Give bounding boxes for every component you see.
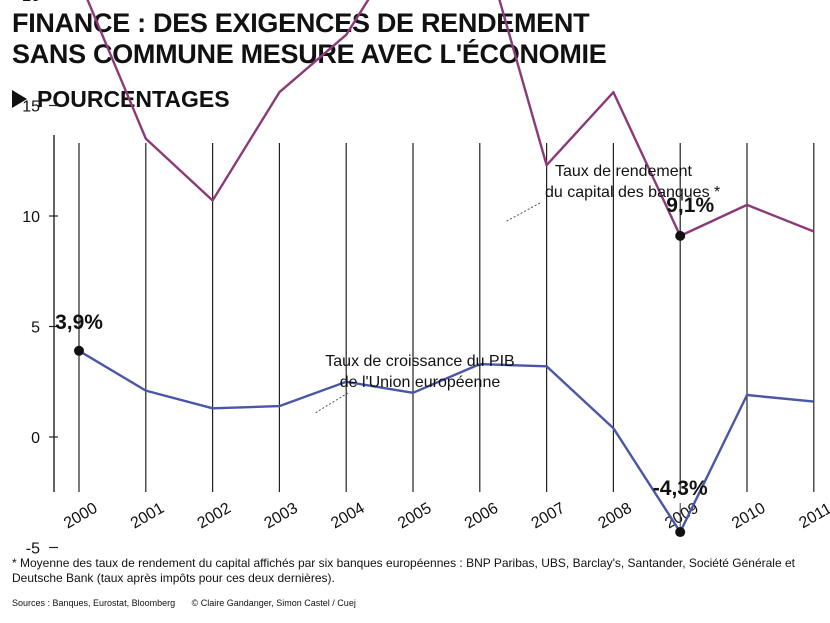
chart-title: FINANCE : DES EXIGENCES DE RENDEMENT SAN…: [12, 8, 607, 70]
x-tick-label: 2002: [195, 500, 234, 533]
bank-series-label: du capital des banques *: [545, 184, 720, 201]
x-tick-label: 2004: [328, 500, 367, 533]
y-tick-label: -5: [26, 541, 40, 558]
chart-title-line-1: FINANCE : DES EXIGENCES DE RENDEMENT: [12, 8, 590, 38]
x-tick-label: 2010: [729, 500, 768, 533]
x-tick-label: 2007: [529, 500, 568, 533]
bank-label-leader: [504, 202, 541, 223]
gdp-label-leader: [314, 392, 349, 414]
bank-return-line: [86, 0, 815, 238]
gdp-series-label: Taux de croissance du PIB: [325, 353, 514, 370]
sources-text: Sources : Banques, Eurostat, Bloomberg: [12, 598, 176, 608]
x-tick-label: 2011: [796, 500, 830, 532]
data-point-marker: [675, 527, 686, 538]
x-tick-label: 2003: [261, 500, 300, 533]
x-tick-label: 2001: [128, 500, 167, 533]
x-tick-label: 2005: [395, 500, 434, 533]
gdp-series-label: de l'Union européenne: [340, 374, 501, 391]
data-point-marker: [675, 230, 686, 241]
y-tick-label: 5: [31, 320, 40, 337]
annotation-label: -4,3%: [653, 477, 708, 500]
footnote: * Moyenne des taux de rendement du capit…: [12, 556, 795, 585]
y-tick-label: 0: [31, 430, 40, 447]
y-tick-label: 10: [22, 209, 40, 226]
x-tick-label: 2006: [462, 500, 501, 533]
credit-text: © Claire Gandanger, Simon Castel / Cuej: [191, 598, 356, 608]
y-tick-label: 20: [22, 0, 40, 5]
data-point-marker: [74, 345, 84, 356]
x-tick-label: 2008: [595, 500, 634, 533]
y-tick-label: 15: [22, 99, 40, 116]
play-triangle-icon: [12, 90, 27, 108]
gdp-growth-line: [78, 349, 814, 534]
annotation-label: 9,1%: [666, 194, 714, 217]
bank-series-label: Taux de rendement: [555, 163, 693, 180]
sources-line: Sources : Banques, Eurostat, Bloomberg ©…: [12, 598, 370, 608]
x-tick-label: 2000: [61, 500, 100, 533]
annotation-label: 3,9%: [55, 311, 103, 334]
